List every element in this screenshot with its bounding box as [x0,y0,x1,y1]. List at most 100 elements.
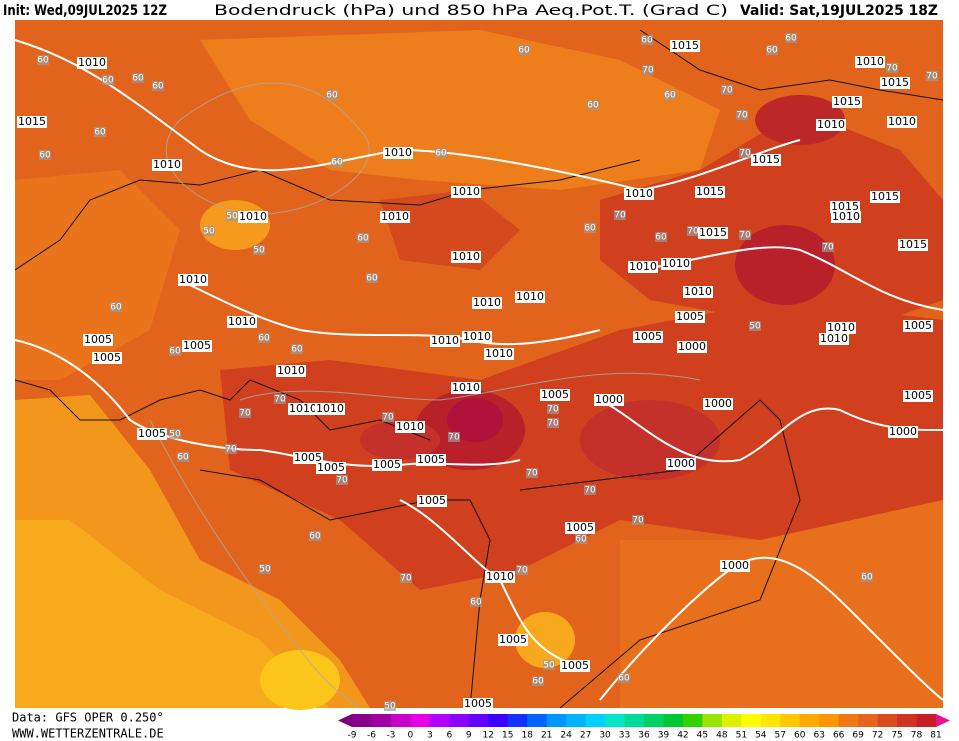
isobar-label-box [83,334,113,346]
colorbar-bin [624,714,645,727]
theta-label: 60 [664,91,676,101]
theta-label: 70 [926,72,938,82]
theta-label-box [253,245,265,255]
isobar-label-box [870,191,900,203]
isobar-label: 1010 [629,260,657,273]
isobar-label-box [751,154,781,166]
colorbar-bin [702,714,723,727]
isobar-label-box [288,403,318,415]
theta-label: 60 [132,74,144,84]
theta-label: 50 [259,565,271,575]
theta-label: 60 [587,101,599,111]
colorbar-bin [507,714,528,727]
theta-label-box [448,432,460,442]
colorbar-tick-label: 57 [775,731,786,741]
isobar-label-box [819,333,849,345]
isobar-label-box [416,454,446,466]
theta-label-box [614,210,626,220]
colorbar-tick-label: 42 [677,731,688,741]
isobar-label: 1010 [239,210,267,223]
theta-label-box [382,412,394,422]
isobar-label: 1000 [889,425,917,438]
theta-label: 60 [169,347,181,357]
isobar-label: 1010 [396,420,424,433]
colorbar-tick-label: 33 [619,731,630,741]
valid-time: Valid: Sat,19JUL2025 18Z [740,3,938,19]
isobar-label-box [515,291,545,303]
isobar-label: 1015 [18,115,46,128]
theta-label-box [721,85,733,95]
theta-label-box [547,404,559,414]
isobar-label-box [661,258,691,270]
colorbar-tick-label: 0 [408,731,414,741]
colorbar-bin [410,714,431,727]
colorbar-tick-label: 3 [427,731,433,741]
colorbar-tick-label: 27 [580,731,591,741]
theta-label-box [259,564,271,574]
isobar-label-box [898,239,928,251]
isobar-label-box [451,382,481,394]
colorbar-bin [546,714,567,727]
isobar-label: 1005 [138,427,166,440]
isobar-label: 1010 [431,334,459,347]
theta-label-box [357,233,369,243]
theta-label-box [926,71,938,81]
theta-label-box [152,81,164,91]
isobar-label: 1015 [699,226,727,239]
isobar-label-box [395,421,425,433]
colorbar-arrow [936,714,950,727]
theta-label: 50 [749,322,761,332]
theta-label: 60 [435,149,447,159]
isobar [639,246,944,311]
theta-label-box [331,157,343,167]
theta-label: 60 [309,532,321,542]
map [14,20,944,710]
isobar-label: 1015 [871,190,899,203]
colorbar-tick-label: 45 [697,731,708,741]
colorbar-tick-label: 48 [716,731,728,741]
theta-label: 70 [516,566,528,576]
isobar-label-box [703,398,733,410]
isobar-label-box [826,322,856,334]
isobar [179,279,601,346]
theta-label-box [326,90,338,100]
isobar-label: 1005 [373,458,401,471]
colorbar-tick-label: 81 [930,731,941,741]
colorbar-tick-label: 72 [872,731,883,741]
colorbar-bin [916,714,937,727]
colorbar-bin [488,714,509,727]
theta-label-box [435,148,447,158]
site-name: WWW.WETTERZENTRALE.DE [12,727,164,741]
contour-labels: 60 60 60 60 60 60 60 60 60 60 60 60 70 60 60 60 70 70 70 70… [17,33,938,712]
isobar-label-box [540,389,570,401]
colorbar-bin [858,714,879,727]
isobar-label: 1015 [881,76,909,89]
theta-label-box [169,429,181,439]
isobar-label-box [498,634,528,646]
isobar-label: 1005 [464,697,492,710]
theta-label: 50 [253,246,265,256]
theta-label: 60 [331,158,343,168]
colorbar-bin [429,714,450,727]
colorbar-tick-label: 69 [852,731,864,741]
contour [165,82,370,215]
colorbar-tick-label: 6 [446,731,452,741]
isobar-label-box [903,390,933,402]
theta-label-box [587,100,599,110]
shade-region [735,225,835,305]
coastline [639,29,944,101]
theta-label-box [618,673,630,683]
colorbar-bin [352,714,372,727]
theta-label-box [575,534,587,544]
theta-label: 60 [785,34,797,44]
coastline [14,379,431,441]
isobar-label: 1010 [316,402,344,415]
colorbar-tick-label: 75 [891,731,902,741]
theta-label: 70 [547,419,559,429]
theta-label: 70 [614,211,626,221]
colorbar-bin [449,714,470,727]
isobar-label: 1005 [317,461,345,474]
isobar-label-box [451,186,481,198]
theta-label: 60 [366,274,378,284]
isobar-label-box [624,188,654,200]
